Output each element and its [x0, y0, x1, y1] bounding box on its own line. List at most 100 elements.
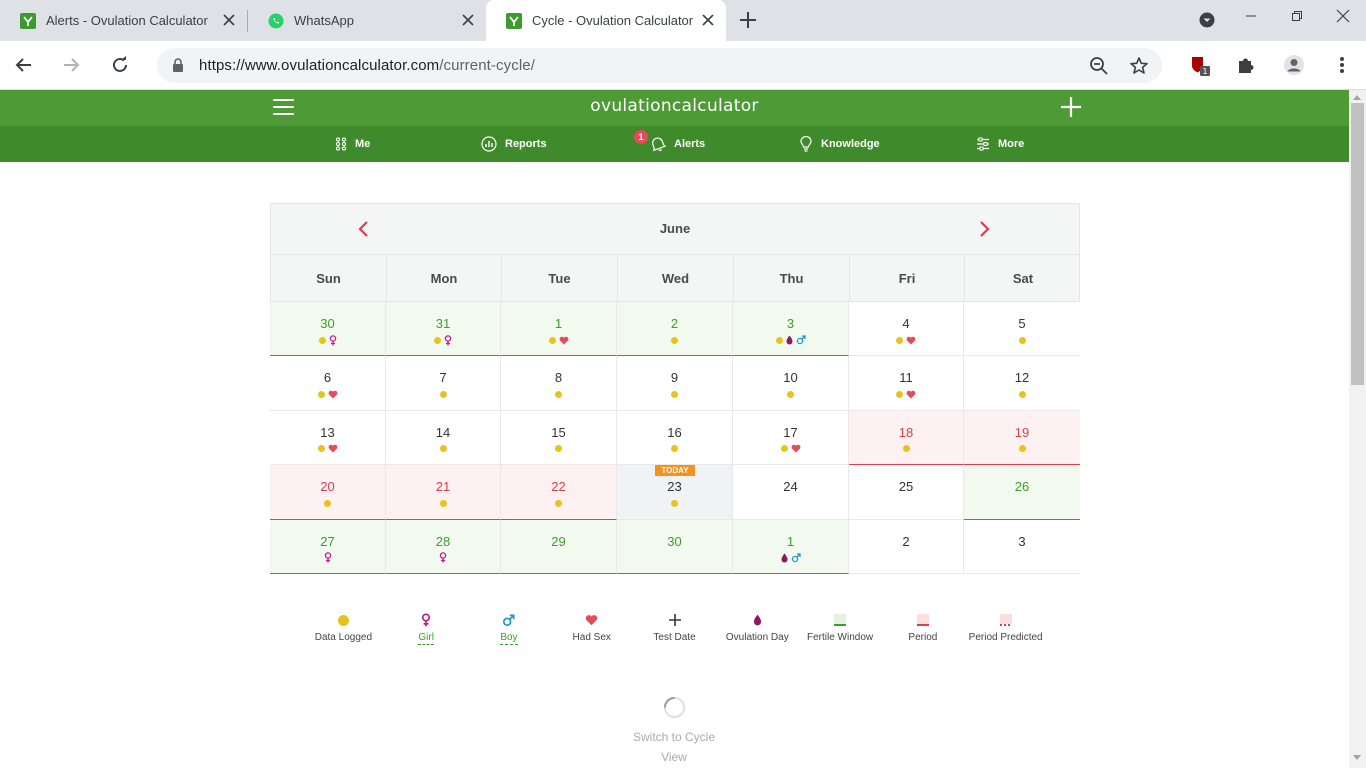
day-number: 19: [1014, 424, 1030, 440]
calendar-day-cell[interactable]: 18: [849, 410, 964, 466]
reload-button[interactable]: [108, 53, 132, 77]
switch-view-label: Switch to Cycle View: [632, 730, 716, 764]
profile-button[interactable]: [1282, 53, 1306, 77]
day-marks: [617, 389, 732, 399]
calendar-day-cell[interactable]: 28: [386, 519, 501, 574]
calendar-day-cell[interactable]: 6: [270, 356, 386, 411]
browser-menu-button[interactable]: [1330, 53, 1354, 77]
nav-label: More: [998, 138, 1025, 150]
add-entry-icon[interactable]: [1060, 96, 1082, 118]
new-tab-icon[interactable]: [738, 10, 758, 30]
arrow-right-icon: [64, 58, 80, 72]
day-number: 2: [670, 316, 679, 331]
day-marks: [270, 444, 385, 454]
day-number: 25: [898, 479, 914, 495]
extensions-button[interactable]: [1234, 53, 1258, 77]
extension-ublock-button[interactable]: 1: [1188, 53, 1212, 77]
calendar-day-cell[interactable]: 7: [386, 356, 501, 411]
calendar-day-cell[interactable]: 16: [617, 410, 733, 466]
day-marks: [733, 444, 848, 454]
hamburger-menu-icon[interactable]: [273, 99, 294, 117]
browser-tab-whatsapp[interactable]: WhatsApp: [248, 0, 486, 41]
next-month-chevron-icon[interactable]: [977, 220, 993, 238]
nav-item-knowledge[interactable]: Knowledge: [799, 126, 880, 162]
switch-view-button[interactable]: Switch to Cycle View: [630, 696, 718, 767]
sliders-icon: [977, 137, 989, 151]
calendar-day-cell[interactable]: 9: [617, 356, 733, 411]
forward-button[interactable]: [59, 53, 83, 77]
nav-item-more[interactable]: More: [976, 126, 1024, 162]
weekday-label: Sat: [1012, 270, 1034, 286]
tab-search-button[interactable]: [1184, 4, 1230, 36]
calendar-day-cell[interactable]: 29: [501, 519, 617, 574]
calendar-day-cell[interactable]: 24: [733, 465, 849, 520]
back-button[interactable]: [12, 53, 36, 77]
nav-item-reports[interactable]: Reports: [481, 126, 547, 162]
nav-item-me[interactable]: Me: [335, 126, 370, 162]
calendar-day-cell[interactable]: 30: [270, 302, 386, 357]
zoom-out-icon[interactable]: [1089, 56, 1109, 76]
data-logged-dot-icon: [439, 390, 447, 398]
calendar-day-cell[interactable]: 5: [964, 302, 1080, 357]
calendar-day-cell[interactable]: 13: [270, 410, 386, 466]
calendar-day-cell[interactable]: 1: [501, 302, 617, 357]
calendar-day-cell[interactable]: 3: [733, 302, 849, 357]
calendar-day-cell[interactable]: 3: [964, 520, 1080, 574]
bell-icon: [652, 137, 666, 152]
close-window-button[interactable]: [1320, 0, 1366, 32]
calendar-day-cell[interactable]: 21: [386, 465, 501, 520]
calendar-header: June: [270, 203, 1080, 254]
calendar-day-cell[interactable]: 26: [964, 465, 1080, 520]
calendar-day-cell[interactable]: TODAY 23: [617, 465, 733, 520]
calendar-day-cell[interactable]: 10: [733, 356, 849, 411]
calendar-day-cell[interactable]: 11: [849, 356, 964, 411]
prev-month-chevron-icon[interactable]: [355, 220, 371, 238]
calendar-week-row: 27 28 29 30 1 2 3: [270, 519, 1080, 574]
calendar-day-cell[interactable]: 19: [964, 410, 1080, 466]
weekday-label: Sun: [271, 255, 387, 301]
calendar-day-cell[interactable]: 1: [733, 519, 849, 574]
minimize-button[interactable]: [1228, 0, 1274, 32]
calendar-day-cell[interactable]: 17: [733, 410, 849, 466]
scroll-down-arrow-icon[interactable]: [1353, 755, 1361, 760]
calendar-day-cell[interactable]: 15: [501, 410, 617, 466]
day-marks: [617, 498, 732, 508]
calendar-day-cell[interactable]: 4: [849, 302, 964, 357]
close-tab-icon[interactable]: [221, 12, 237, 28]
bookmark-star-icon[interactable]: [1129, 56, 1149, 76]
data-logged-dot-icon: [317, 390, 325, 398]
day-marks: [617, 335, 732, 345]
whatsapp-favicon: [268, 13, 284, 29]
calendar-day-cell[interactable]: 2: [617, 302, 733, 357]
browser-tab-alerts[interactable]: Alerts - Ovulation Calculator: [0, 0, 247, 41]
calendar-week-row: 20 21 22 TODAY 23 24 25 26: [270, 465, 1080, 520]
scroll-up-arrow-icon[interactable]: [1353, 95, 1361, 100]
calendar-day-cell[interactable]: 22: [501, 465, 617, 520]
girl-symbol-icon: [422, 613, 431, 627]
site-brand[interactable]: ovulationcalculator: [590, 96, 759, 116]
close-tab-icon[interactable]: [460, 12, 476, 28]
day-marks: [501, 444, 616, 454]
close-tab-icon[interactable]: [700, 12, 716, 28]
calendar-day-cell[interactable]: 20: [270, 465, 386, 520]
calendar-day-cell[interactable]: 31: [386, 302, 501, 357]
calendar-day-cell[interactable]: 12: [964, 356, 1080, 411]
restore-button[interactable]: [1274, 0, 1320, 32]
day-marks: [849, 335, 963, 345]
data-logged-dot-icon: [337, 614, 349, 626]
calendar-day-cell[interactable]: 14: [386, 410, 501, 466]
page-scrollbar[interactable]: [1349, 90, 1366, 768]
address-bar[interactable]: https://www.ovulationcalculator.com/curr…: [157, 48, 1162, 83]
calendar-day-cell[interactable]: 2: [849, 519, 964, 574]
legend-item-predicted: Period Predicted: [964, 612, 1047, 646]
nav-item-alerts[interactable]: 1 Alerts: [634, 126, 705, 162]
test-date-plus-icon: [668, 614, 681, 626]
calendar-day-cell[interactable]: 27: [270, 519, 386, 574]
data-logged-dot-icon: [555, 390, 562, 398]
calendar-day-cell[interactable]: 30: [617, 519, 733, 574]
scrollbar-thumb[interactable]: [1351, 103, 1364, 385]
calendar-day-cell[interactable]: 25: [849, 465, 964, 520]
browser-tab-cycle[interactable]: Cycle - Ovulation Calculator: [486, 0, 726, 41]
calendar-day-cell[interactable]: 8: [501, 356, 617, 411]
day-number: 6: [323, 370, 332, 386]
